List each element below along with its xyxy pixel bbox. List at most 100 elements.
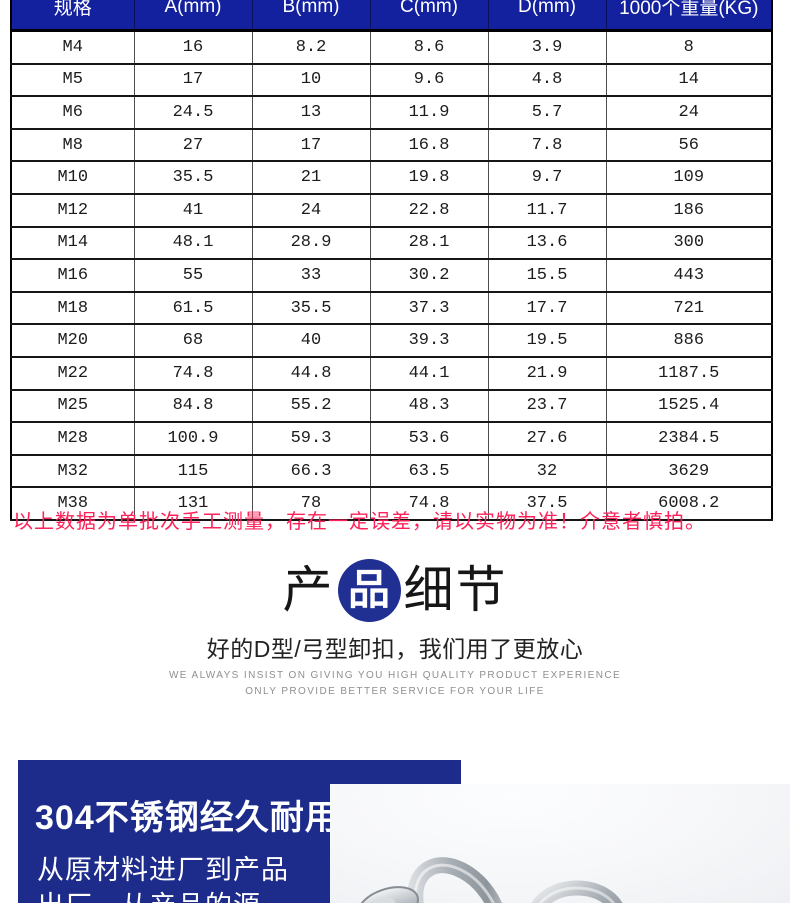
table-cell: 9.7 <box>487 160 607 195</box>
table-cell: M18 <box>10 290 135 326</box>
table-cell: M8 <box>10 127 135 163</box>
table-row: M20 68 40 39.3 19.5 886 <box>10 323 773 358</box>
shackles-photo-illustration <box>357 857 623 903</box>
measurement-disclaimer: 以上数据为单批次手工测量，存在一定误差，请以实物为准！介意者慎拍。 <box>13 511 706 533</box>
table-cell: 1187.5 <box>605 355 773 391</box>
table-cell: 16 <box>133 29 253 65</box>
table-row: M32 115 66.3 63.5 32 3629 <box>10 453 773 489</box>
table-cell: 15.5 <box>487 258 607 293</box>
table-cell: 3.9 <box>487 29 607 65</box>
table-cell: 109 <box>605 160 773 195</box>
spec-table-header-cell: 规格 <box>10 0 135 32</box>
bow-shackle-icon <box>531 880 623 903</box>
table-cell: 59.3 <box>251 421 371 456</box>
table-cell: 16.8 <box>369 127 489 163</box>
feature-heading: 304不锈钢经久耐用 <box>35 799 340 837</box>
table-cell: 30.2 <box>369 258 489 293</box>
table-row: M18 61.5 35.5 37.3 17.7 721 <box>10 290 773 326</box>
table-cell: 37.3 <box>369 290 489 326</box>
table-cell: M16 <box>10 258 135 293</box>
table-cell: 21 <box>251 160 371 195</box>
table-cell: 3629 <box>605 453 773 489</box>
table-cell: 13 <box>251 95 371 130</box>
table-cell: 300 <box>605 225 773 261</box>
table-cell: 48.3 <box>369 388 489 424</box>
table-row: M12 41 24 22.8 11.7 186 <box>10 192 773 228</box>
product-photo <box>330 784 790 903</box>
table-cell: 115 <box>133 453 253 489</box>
table-cell: 35.5 <box>133 160 253 195</box>
table-cell: M5 <box>10 62 135 98</box>
details-title-suffix: 细节 <box>403 562 508 618</box>
table-cell: 35.5 <box>251 290 371 326</box>
table-cell: 28.9 <box>251 225 371 261</box>
table-cell: 100.9 <box>133 421 253 456</box>
table-cell: 44.8 <box>251 355 371 391</box>
table-cell: 40 <box>251 323 371 358</box>
table-cell: 14 <box>605 62 773 98</box>
table-cell: M28 <box>10 421 135 456</box>
table-cell: 2384.5 <box>605 421 773 456</box>
table-cell: 19.5 <box>487 323 607 358</box>
table-cell: 17 <box>133 62 253 98</box>
table-row: M4 16 8.2 8.6 3.9 8 <box>10 29 773 65</box>
table-cell: 6008.2 <box>605 486 773 521</box>
table-cell: 37.5 <box>487 486 607 521</box>
table-cell: 74.8 <box>369 486 489 521</box>
table-cell: 27 <box>133 127 253 163</box>
table-cell: 28.1 <box>369 225 489 261</box>
table-cell: M32 <box>10 453 135 489</box>
table-cell: 66.3 <box>251 453 371 489</box>
spec-table-header-cell: B(mm) <box>251 0 371 32</box>
spec-table: 规格 A(mm) B(mm) C(mm) D(mm) 1000个重量(KG) M4 16 8.… <box>10 0 773 521</box>
table-row: M38 131 78 74.8 37.5 6008.2 <box>10 486 773 521</box>
table-row: M10 35.5 21 19.8 9.7 109 <box>10 160 773 195</box>
details-tagline-line2: ONLY PROVIDE BETTER SERVICE FOR YOUR LIF… <box>245 686 545 697</box>
table-cell: 721 <box>605 290 773 326</box>
d-shackle-icon <box>407 857 509 903</box>
table-cell: 13.6 <box>487 225 607 261</box>
table-cell: M20 <box>10 323 135 358</box>
table-row: M5 17 10 9.6 4.8 14 <box>10 62 773 98</box>
table-cell: M38 <box>10 486 135 521</box>
table-cell: M14 <box>10 225 135 261</box>
table-cell: 19.8 <box>369 160 489 195</box>
table-cell: 55.2 <box>251 388 371 424</box>
table-cell: 443 <box>605 258 773 293</box>
details-title-badge-char: 品 <box>347 566 390 613</box>
table-cell: 39.3 <box>369 323 489 358</box>
details-tagline-line1: WE ALWAYS INSIST ON GIVING YOU HIGH QUAL… <box>168 670 622 681</box>
table-row: M25 84.8 55.2 48.3 23.7 1525.4 <box>10 388 773 424</box>
table-cell: M12 <box>10 192 135 228</box>
table-cell: 78 <box>251 486 371 521</box>
table-cell: 8.2 <box>251 29 371 65</box>
table-cell: M6 <box>10 95 135 130</box>
table-cell: 7.8 <box>487 127 607 163</box>
table-cell: 27.6 <box>487 421 607 456</box>
table-cell: 33 <box>251 258 371 293</box>
table-cell: 55 <box>133 258 253 293</box>
table-cell: 53.6 <box>369 421 489 456</box>
table-cell: 4.8 <box>487 62 607 98</box>
table-cell: 24 <box>605 95 773 130</box>
spec-table-head: 规格 A(mm) B(mm) C(mm) D(mm) 1000个重量(KG) <box>10 0 773 32</box>
table-cell: 68 <box>133 323 253 358</box>
table-cell: M25 <box>10 388 135 424</box>
table-cell: 24 <box>251 192 371 228</box>
table-cell: 8 <box>605 29 773 65</box>
table-cell: 74.8 <box>133 355 253 391</box>
table-cell: 23.7 <box>487 388 607 424</box>
table-cell: 32 <box>487 453 607 489</box>
spec-table-header-cell: 1000个重量(KG) <box>605 0 773 32</box>
table-cell: 17.7 <box>487 290 607 326</box>
table-cell: 63.5 <box>369 453 489 489</box>
table-cell: M22 <box>10 355 135 391</box>
product-badge-circle: 品 <box>337 558 401 622</box>
table-row: M16 55 33 30.2 15.5 443 <box>10 258 773 293</box>
feature-body-line2: 出厂，从产品的源 <box>37 888 289 903</box>
details-title: 产 品 细节 <box>0 552 790 628</box>
table-cell: 41 <box>133 192 253 228</box>
table-cell: 22.8 <box>369 192 489 228</box>
details-title-prefix: 产 <box>282 562 335 618</box>
